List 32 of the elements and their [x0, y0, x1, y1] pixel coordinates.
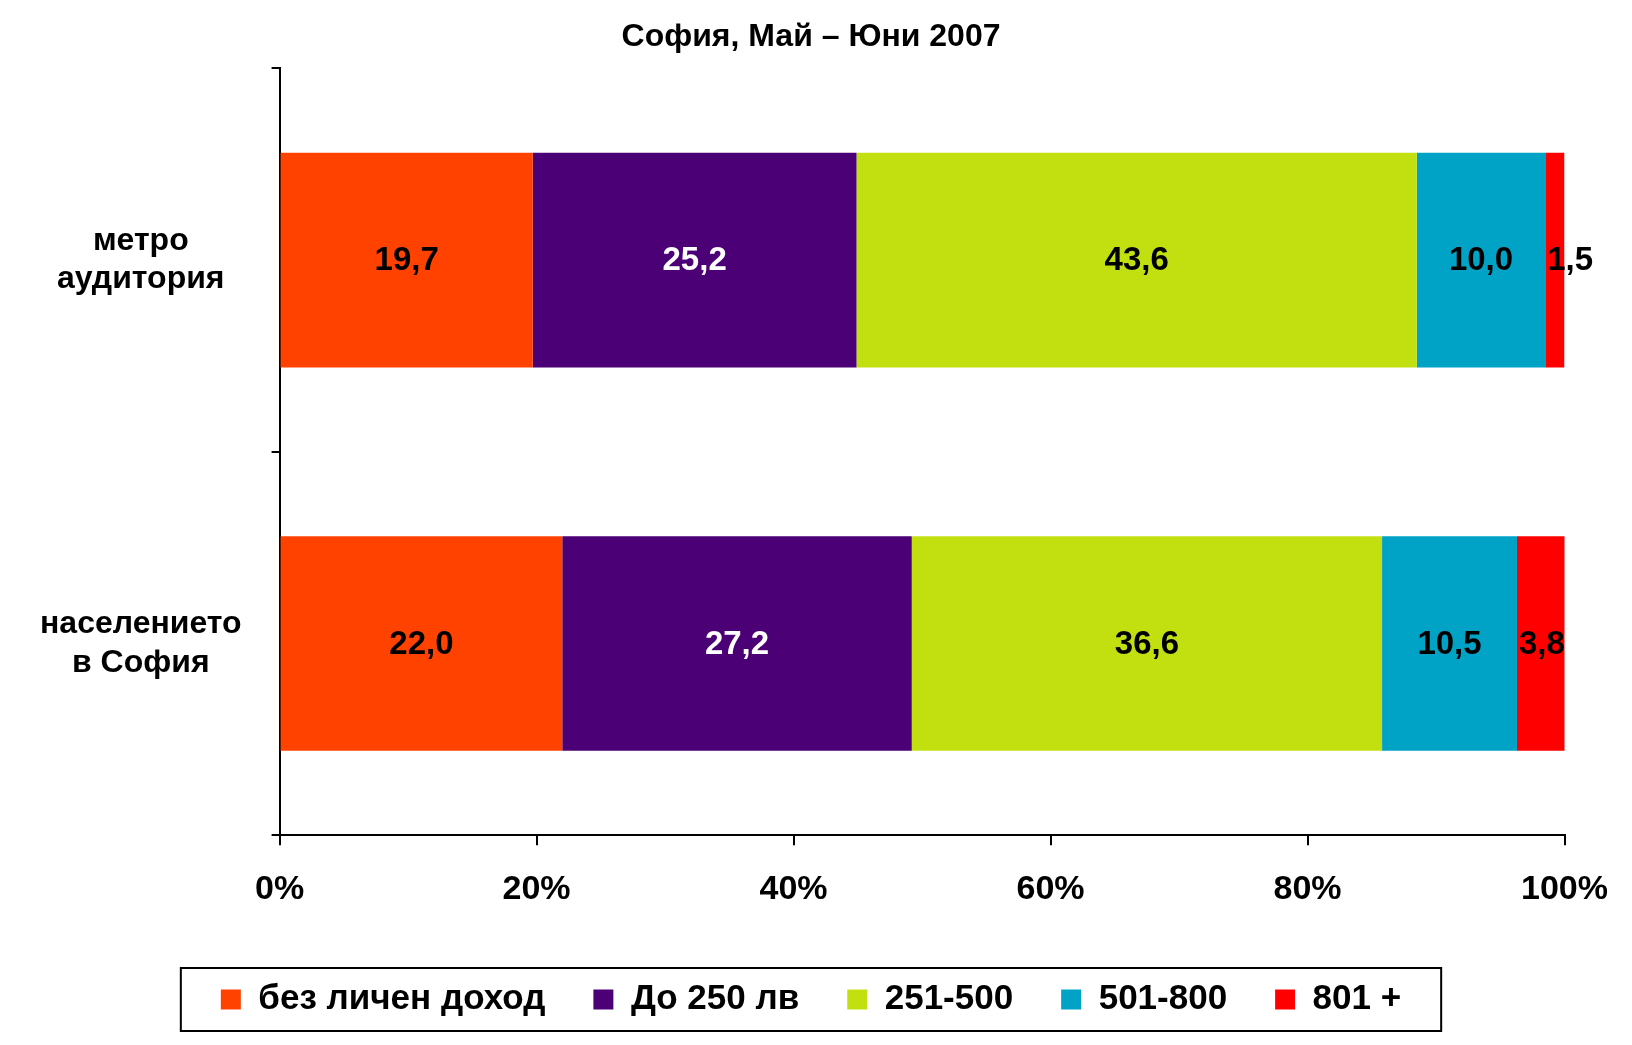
- legend-label: 501-800: [1098, 977, 1228, 1017]
- bar: [280, 152, 533, 368]
- legend-label: без личен доход: [258, 977, 546, 1017]
- x-tick-label: 40%: [759, 867, 828, 906]
- y-tick-label: населението в София: [40, 604, 242, 679]
- legend-label: 251-500: [884, 977, 1014, 1017]
- bar: [1416, 152, 1546, 368]
- bar: [1382, 536, 1517, 751]
- bar: [856, 152, 1417, 368]
- data-label: 19,7: [374, 240, 439, 278]
- bar: [1516, 536, 1565, 751]
- bar: [911, 536, 1383, 751]
- chart-title: София, Май – Юни 2007: [621, 17, 1001, 54]
- x-tick-label: 80%: [1273, 867, 1342, 906]
- data-label: 27,2: [704, 623, 770, 661]
- bar: [562, 536, 912, 751]
- data-label: 36,6: [1114, 623, 1180, 661]
- y-tick-label: метро аудитория: [57, 220, 225, 296]
- legend-label: До 250 лв: [630, 977, 800, 1017]
- data-label: 25,2: [662, 240, 727, 278]
- x-tick-label: 0%: [255, 867, 305, 906]
- data-label: 43,6: [1104, 240, 1169, 278]
- data-label: 3,8: [1518, 623, 1565, 661]
- x-tick-label: 100%: [1521, 867, 1608, 906]
- x-tick-label: 20%: [502, 867, 571, 906]
- bar: [532, 152, 857, 368]
- data-label: 10,5: [1417, 623, 1482, 661]
- data-label: 10,0: [1448, 240, 1514, 278]
- bar: [280, 536, 563, 751]
- x-tick-label: 60%: [1016, 867, 1085, 906]
- legend-label: 801 +: [1312, 977, 1402, 1017]
- data-label: 22,0: [389, 623, 454, 661]
